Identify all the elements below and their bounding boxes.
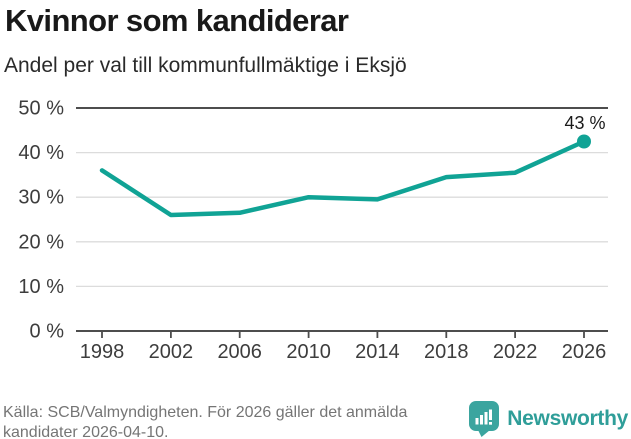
x-axis-tick-label: 2006 [217, 341, 262, 363]
last-point-marker [577, 134, 591, 149]
x-axis-tick-label: 2010 [286, 341, 331, 363]
x-axis-tick-label: 2002 [149, 341, 194, 363]
x-axis-tick-label: 2018 [424, 341, 469, 363]
y-axis-tick-label: 20 % [18, 231, 64, 253]
y-axis-tick-label: 40 % [18, 142, 64, 164]
last-point-label: 43 % [564, 113, 605, 133]
y-axis-tick-label: 50 % [18, 98, 64, 120]
source-note: Källa: SCB/Valmyndigheten. För 2026 gäll… [3, 404, 408, 439]
data-line [99, 139, 587, 218]
x-axis-tick-label: 2022 [493, 341, 538, 363]
x-axis-tick-label: 2026 [562, 341, 607, 363]
x-axis-tick-label: 2014 [355, 341, 400, 363]
y-axis-tick-label: 30 % [18, 187, 64, 209]
newsworthy-logo: Newsworthy [469, 401, 628, 437]
newsworthy-wordmark: Newsworthy [507, 407, 628, 430]
y-axis-tick-label: 10 % [18, 276, 64, 298]
newsworthy-bubble-chart-icon [469, 401, 500, 437]
line-chart: 0 % 10 % 20 % 30 % 40 % 50 % 1998 2002 2006 2010 2… [18, 98, 608, 363]
y-axis-tick-label: 0 % [30, 321, 65, 343]
x-axis-tick-label: 1998 [80, 341, 125, 363]
chart-subtitle: Andel per val till kommunfullmäktige i E… [4, 54, 407, 77]
chart-title: Kvinnor som kandiderar [5, 3, 349, 38]
